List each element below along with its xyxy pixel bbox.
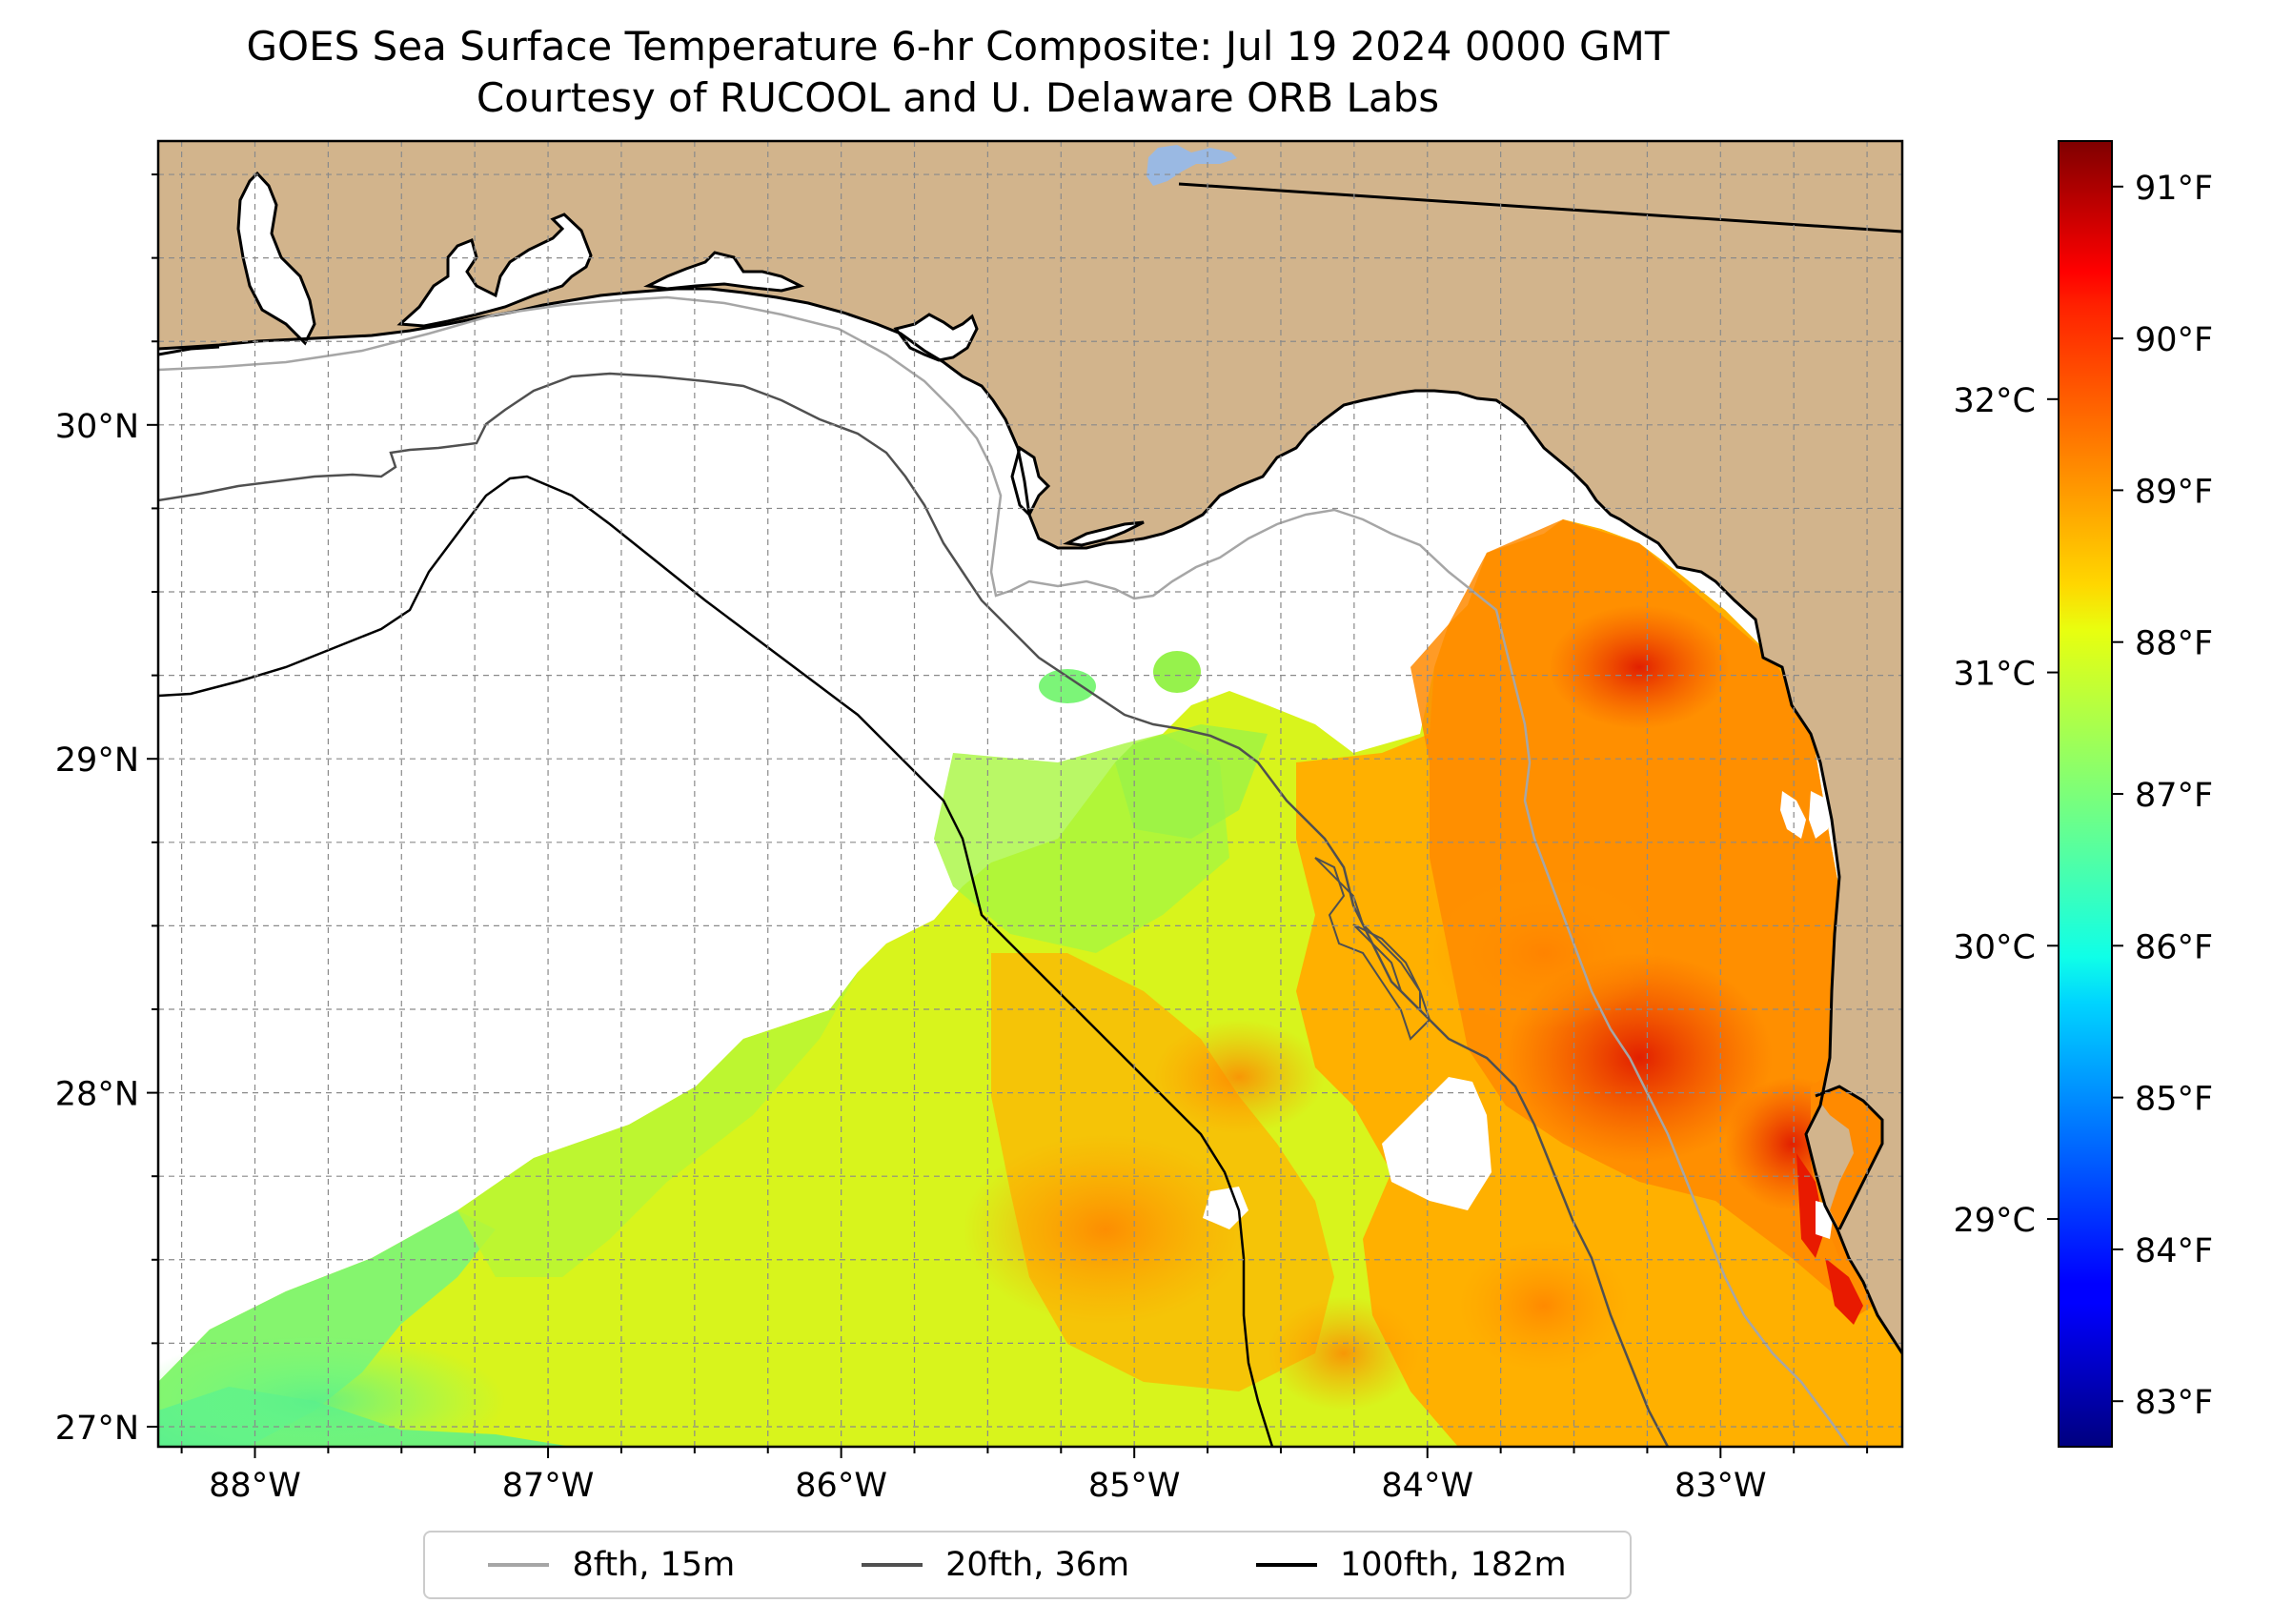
axis-ticks	[147, 173, 1869, 1458]
legend-label-8fth: 8fth, 15m	[572, 1546, 736, 1584]
isobath-legend: 8fth, 15m 20fth, 36m 100fth, 182m	[423, 1531, 1632, 1599]
colorbar-f-tick-label: 87°F	[2135, 777, 2213, 815]
colorbar-f-tick-label: 84°F	[2135, 1232, 2213, 1270]
colorbar-c-tick-label: 32°C	[1954, 382, 2036, 420]
isobath-20fth-36m	[158, 372, 1670, 1447]
colorbar-f-tick-label: 83°F	[2135, 1384, 2213, 1422]
lon-tick-label: 86°W	[795, 1467, 887, 1505]
legend-item-8fth: 8fth, 15m	[488, 1546, 735, 1584]
colorbar-fahrenheit-ticks: 91°F 90°F 89°F 88°F 87°F 86°F 85°F 84°F 83°F	[2112, 170, 2213, 1422]
coastline	[158, 287, 1902, 1354]
lat-tick-label: 30°N	[55, 408, 139, 446]
coastal-inlet	[1780, 791, 1806, 839]
lon-tick-label: 88°W	[209, 1467, 301, 1505]
isobath-100fth-182m	[158, 475, 1274, 1447]
legend-line-20fth	[862, 1563, 923, 1567]
isobath-8fth-15m	[158, 295, 1851, 1447]
longitude-tick-labels: 88°W 87°W 86°W 85°W 84°W 83°W	[209, 1467, 1766, 1505]
map-frame	[156, 139, 1904, 1449]
colorbar-f-tick-label: 91°F	[2135, 170, 2213, 208]
legend-line-100fth	[1255, 1563, 1317, 1567]
choctawhatchee-bay	[648, 253, 801, 291]
lat-tick-label: 28°N	[55, 1076, 139, 1114]
map-title-line-2: Courtesy of RUCOOL and U. Delaware ORB L…	[476, 74, 1440, 121]
tampa-bay-water	[1816, 1086, 1882, 1229]
apalachicola-bay	[1067, 522, 1144, 545]
colorbar-f-tick-label: 88°F	[2135, 625, 2213, 663]
colorbar-c-tick-label: 31°C	[1954, 656, 2036, 694]
legend-label-20fth: 20fth, 36m	[945, 1546, 1130, 1584]
lon-tick-label: 84°W	[1381, 1467, 1473, 1505]
lon-tick-label: 83°W	[1674, 1467, 1767, 1505]
colorbar	[2058, 140, 2113, 1448]
colorbar-celsius-ticks: 32°C 31°C 30°C 29°C	[1954, 382, 2059, 1240]
st-andrew-bay	[896, 315, 977, 360]
lake-area	[1146, 145, 1237, 186]
colorbar-c-tick-label: 30°C	[1954, 928, 2036, 966]
latitude-tick-labels: 30°N 29°N 28°N 27°N	[55, 408, 139, 1448]
legend-label-100fth: 100fth, 182m	[1339, 1546, 1567, 1584]
pensacola-bay	[400, 214, 591, 326]
gridlines	[158, 141, 1902, 1447]
colorbar-f-tick-label: 90°F	[2135, 321, 2213, 359]
legend-line-8fth	[488, 1563, 550, 1567]
legend-item-20fth: 20fth, 36m	[862, 1546, 1129, 1584]
legend-item-100fth: 100fth, 182m	[1255, 1546, 1567, 1584]
colorbar-c-tick-label: 29°C	[1954, 1202, 2036, 1240]
colorbar-f-tick-label: 86°F	[2135, 928, 2213, 966]
cloud-gap-areas	[1203, 791, 1835, 1239]
lat-tick-label: 27°N	[55, 1410, 139, 1448]
sst-field	[158, 519, 1902, 1447]
colorbar-f-tick-label: 85°F	[2135, 1081, 2213, 1119]
colorbar-f-tick-label: 89°F	[2135, 473, 2213, 511]
lon-tick-label: 87°W	[502, 1467, 595, 1505]
state-boundary-line	[1178, 182, 1902, 233]
lon-tick-label: 85°W	[1088, 1467, 1181, 1505]
lat-tick-label: 29°N	[55, 741, 139, 780]
map-title-line-1: GOES Sea Surface Temperature 6-hr Compos…	[246, 23, 1670, 70]
